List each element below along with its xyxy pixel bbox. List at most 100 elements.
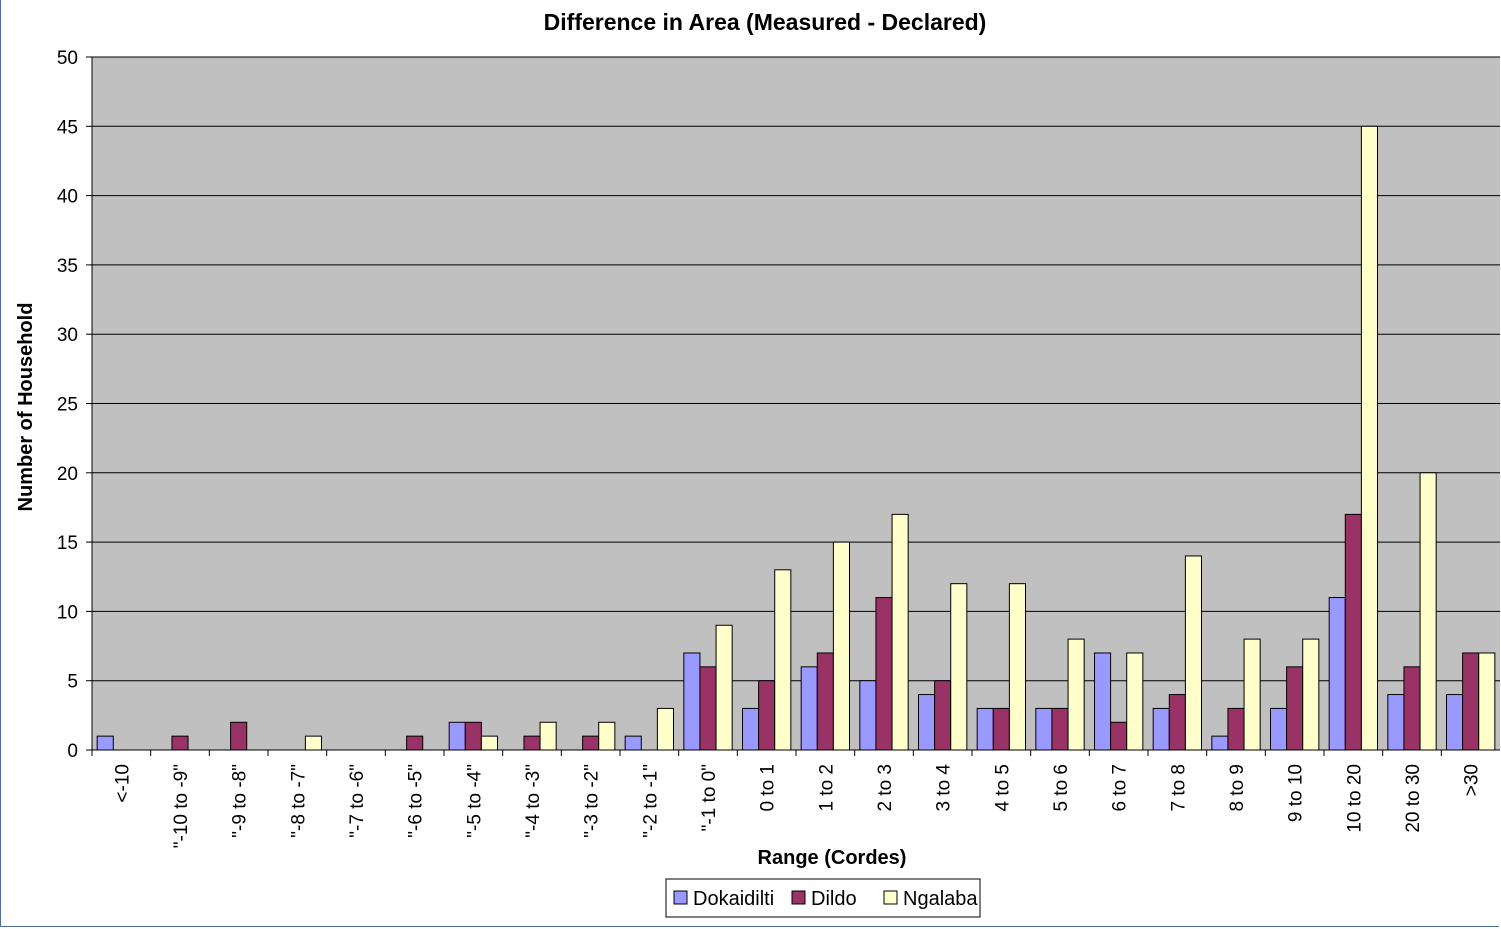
bar-dokaidilti-23	[1446, 694, 1464, 751]
x-tick-label: 0 to 1	[758, 764, 779, 812]
bar-dildo-1	[171, 735, 189, 751]
x-tick-label: 5 to 6	[1051, 764, 1072, 812]
y-tick-label: 15	[57, 533, 78, 554]
x-tick-label: 6 to 7	[1110, 764, 1131, 812]
x-tick-label: 1 to 2	[816, 764, 837, 812]
x-tick-label: "-10 to -9"	[171, 764, 192, 848]
bar-dokaidilti-21	[1328, 597, 1346, 751]
x-tick-label: "-7 to -6"	[347, 764, 368, 838]
x-tick-labels: <-10 "-10 to -9" "-9 to -8" "-8 to -7" "-7 t…	[112, 764, 1482, 849]
y-tick-label: 0	[67, 741, 78, 762]
y-tick-label: 10	[57, 602, 78, 623]
bar-dokaidilti-10	[683, 652, 701, 751]
bar-ngalaba-3	[304, 735, 322, 751]
x-tick-label: "-1 to 0"	[699, 764, 720, 831]
bar-dildo-5	[406, 735, 424, 751]
bar-dildo-6	[464, 721, 482, 751]
y-tick-label: 5	[67, 672, 78, 693]
y-axis-title: Number of Household	[15, 303, 37, 512]
bar-ngalaba-14	[950, 583, 968, 751]
bar-ngalaba-22	[1419, 472, 1437, 751]
bar-dildo-18	[1168, 694, 1186, 751]
bar-dildo-2	[230, 721, 248, 751]
bar-dokaidilti-20	[1270, 707, 1288, 751]
y-tick-labels: 0 5 10 15 20 25 30 35 40 45 50	[57, 48, 78, 762]
bar-dokaidilti-6	[448, 721, 466, 751]
bar-ngalaba-10	[715, 624, 733, 751]
chart-title: Difference in Area (Measured - Declared)	[544, 9, 987, 35]
bar-dokaidilti-14	[918, 694, 936, 751]
x-tick-label: "-9 to -8"	[230, 764, 251, 838]
bar-dildo-22	[1403, 666, 1421, 751]
y-tick-label: 25	[57, 395, 78, 416]
bar-dildo-14	[934, 680, 952, 751]
bar-dokaidilti-17	[1094, 652, 1112, 751]
gridlines	[92, 56, 1500, 682]
bars	[96, 125, 1496, 751]
x-tick-label: 20 to 30	[1403, 764, 1424, 833]
legend-label-dildo: Dildo	[811, 888, 857, 910]
legend-swatch-dildo	[791, 890, 806, 905]
x-tick-label: 3 to 4	[934, 764, 955, 812]
bar-ngalaba-21	[1360, 125, 1378, 751]
x-tick-label: <-10	[112, 764, 133, 803]
bar-ngalaba-12	[832, 541, 850, 751]
bar-dokaidilti-11	[742, 707, 760, 751]
bar-dildo-23	[1462, 652, 1480, 751]
bar-dildo-11	[758, 680, 776, 751]
bar-ngalaba-23	[1478, 652, 1496, 751]
x-tick-label: "-8 to -7"	[288, 764, 309, 838]
x-tick-label: "-4 to -3"	[523, 764, 544, 838]
y-tick-label: 40	[57, 187, 78, 208]
x-tick-label: 2 to 3	[875, 764, 896, 812]
x-tick-label: >30	[1462, 764, 1483, 796]
bar-dildo-7	[523, 735, 541, 751]
x-tick-label: "-2 to -1"	[640, 764, 661, 838]
bar-dokaidilti-12	[800, 666, 818, 751]
x-axis-title: Range (Cordes)	[758, 847, 907, 869]
bar-dokaidilti-9	[624, 735, 642, 751]
bar-ngalaba-16	[1067, 638, 1085, 751]
legend-swatch-ngalaba	[883, 890, 898, 905]
bar-ngalaba-15	[1008, 583, 1026, 751]
bar-ngalaba-19	[1243, 638, 1261, 751]
y-tick-label: 30	[57, 325, 78, 346]
x-tick-label: "-6 to -5"	[406, 764, 427, 838]
bar-ngalaba-20	[1302, 638, 1320, 751]
legend: Dokaidilti Dildo Ngalaba	[665, 878, 981, 918]
bar-dokaidilti-22	[1387, 694, 1405, 751]
bar-ngalaba-13	[891, 513, 909, 751]
x-tick-label: 7 to 8	[1168, 764, 1189, 812]
bar-dokaidilti-18	[1152, 707, 1170, 751]
bar-dokaidilti-16	[1035, 707, 1053, 751]
bar-dildo-15	[992, 707, 1010, 751]
bar-dokaidilti-15	[976, 707, 994, 751]
bar-dildo-8	[582, 735, 600, 751]
bar-dokaidilti-0	[96, 735, 114, 751]
y-tick-label: 50	[57, 48, 78, 69]
bar-ngalaba-7	[539, 721, 557, 751]
bar-dokaidilti-19	[1211, 735, 1229, 751]
x-tick-label: "-3 to -2"	[582, 764, 603, 838]
bar-ngalaba-8	[598, 721, 616, 751]
bar-ngalaba-11	[774, 569, 792, 751]
bar-dildo-10	[699, 666, 717, 751]
legend-label-dokaidilti: Dokaidilti	[693, 888, 774, 910]
legend-box	[665, 878, 981, 918]
bar-dildo-21	[1344, 513, 1362, 751]
legend-label-ngalaba: Ngalaba	[903, 888, 978, 910]
bar-ngalaba-18	[1184, 555, 1202, 751]
x-tick-label: 10 to 20	[1344, 764, 1365, 833]
x-tick-label: 4 to 5	[992, 764, 1013, 812]
bar-ngalaba-9	[656, 707, 674, 751]
x-tick-label: 8 to 9	[1227, 764, 1248, 812]
x-tick-label: 9 to 10	[1286, 764, 1307, 822]
axes	[86, 56, 1500, 756]
bar-dildo-19	[1227, 707, 1245, 751]
bar-ngalaba-17	[1126, 652, 1144, 751]
y-tick-label: 20	[57, 464, 78, 485]
bar-dokaidilti-13	[859, 680, 877, 751]
bar-ngalaba-6	[480, 735, 498, 751]
